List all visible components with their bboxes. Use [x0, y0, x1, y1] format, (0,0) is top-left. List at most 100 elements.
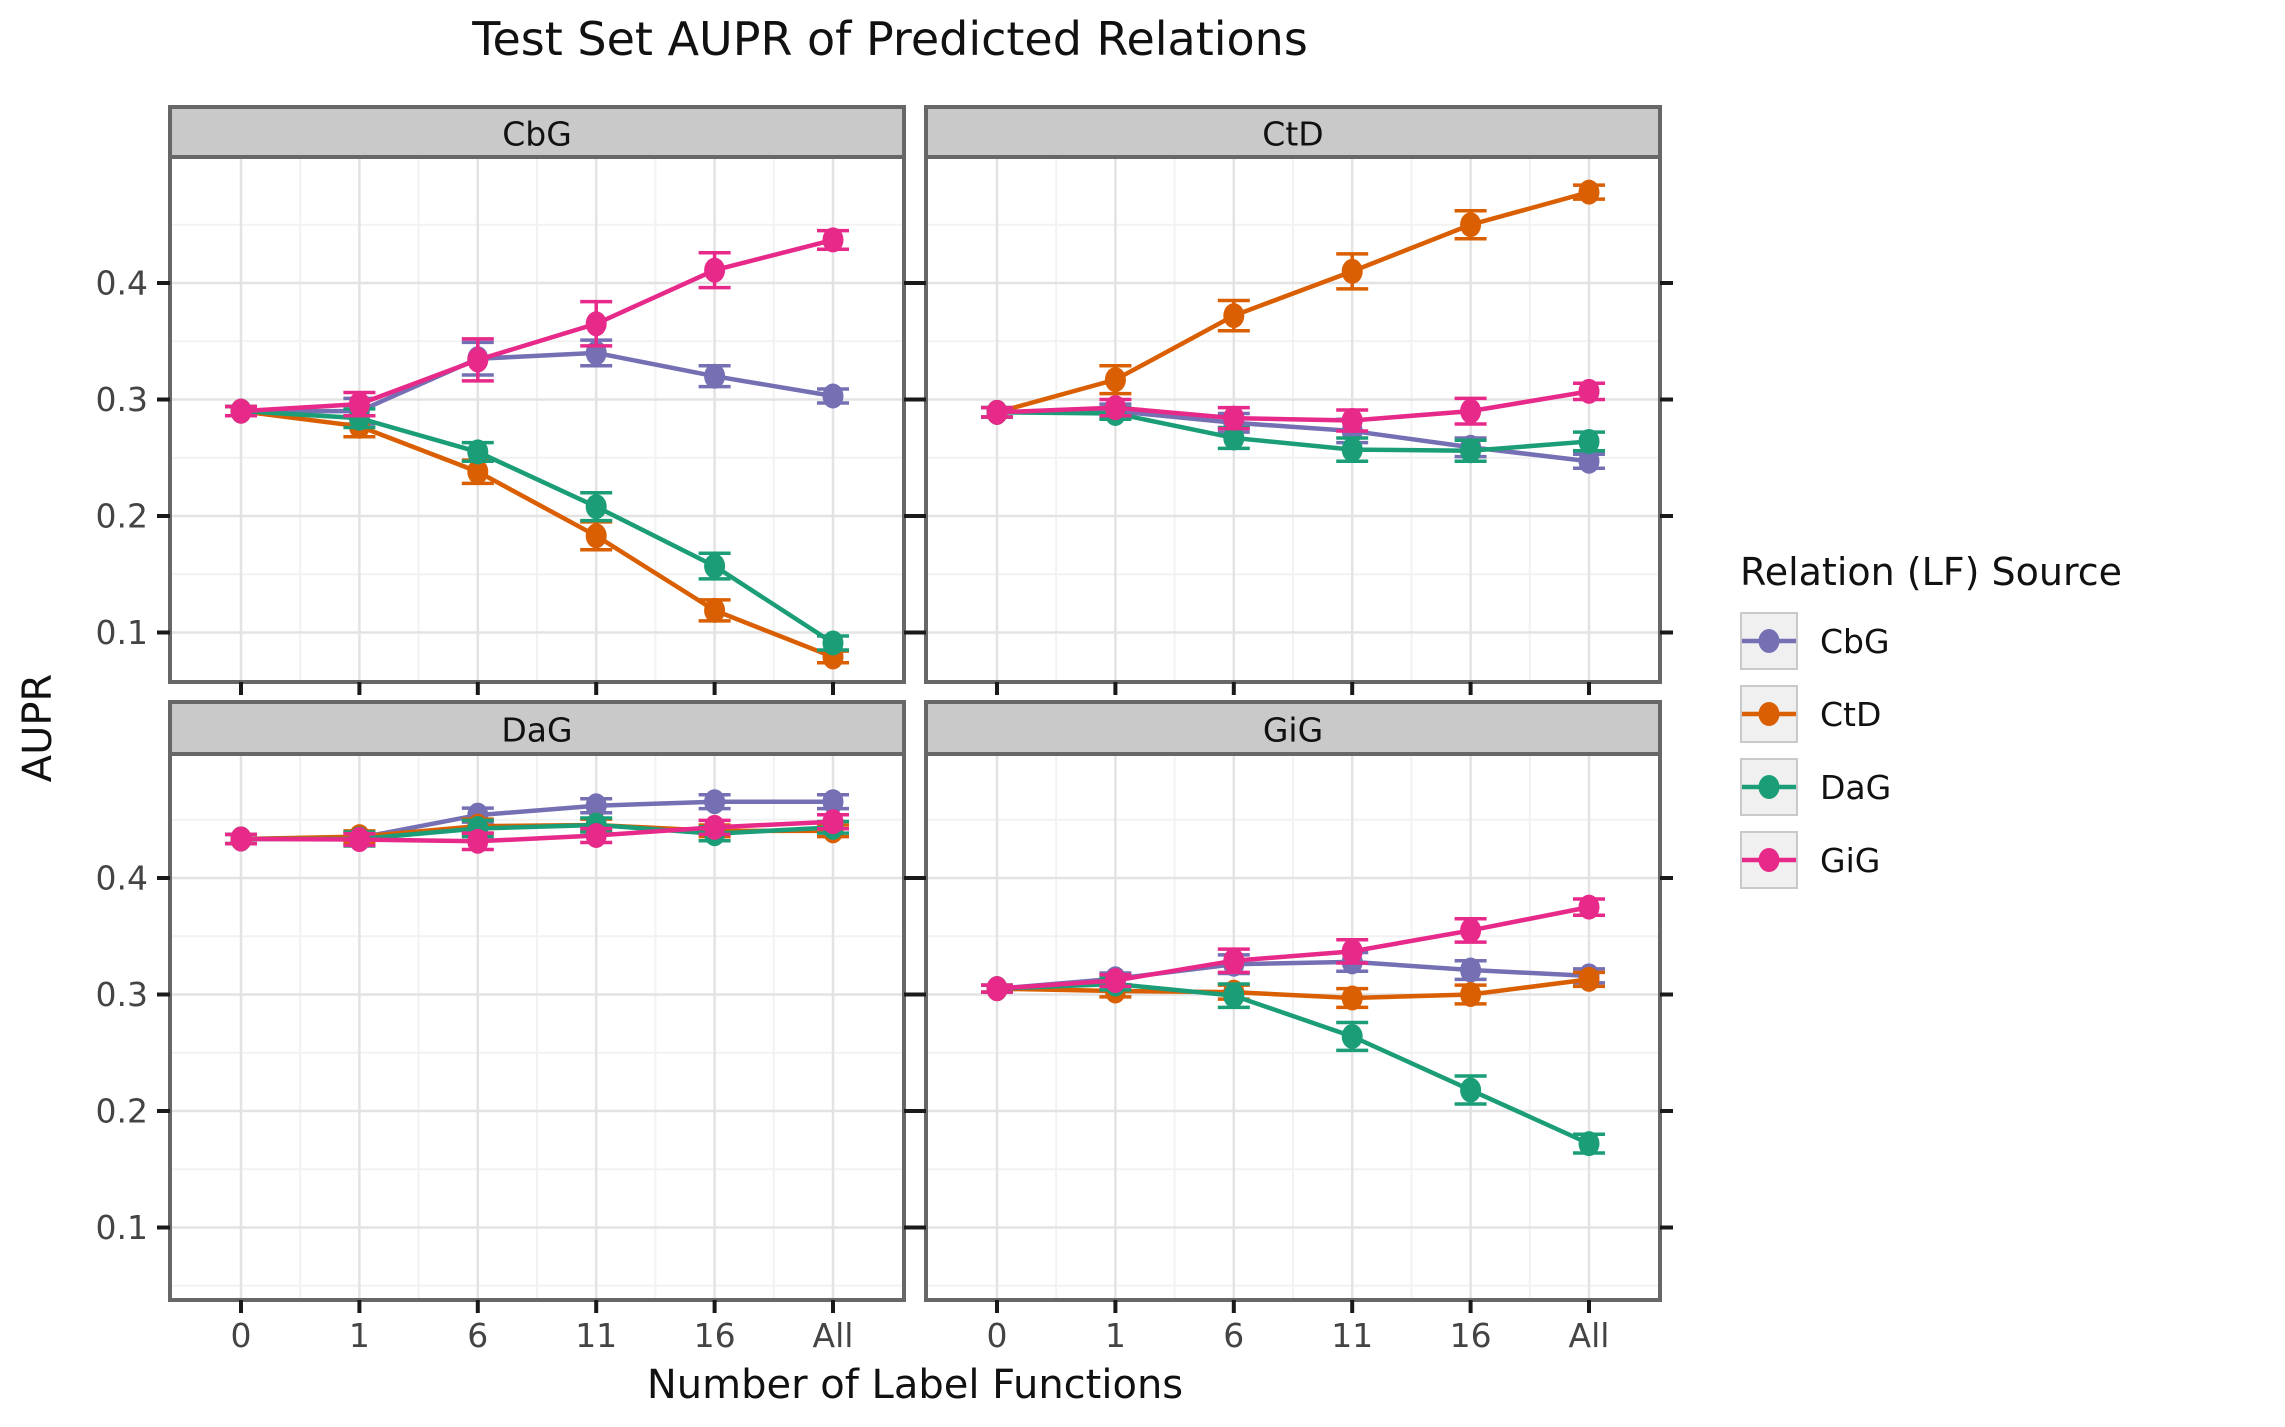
data-point	[1223, 303, 1245, 329]
series-GiG	[981, 378, 1605, 433]
y-tick-label: 0.3	[96, 975, 148, 1014]
data-point	[467, 439, 489, 465]
data-point	[585, 793, 607, 819]
legend-entry-CtD: CtD	[1740, 685, 2122, 743]
data-point	[1460, 982, 1482, 1007]
x-tick-label: 16	[694, 1316, 736, 1355]
legend-label: DaG	[1820, 767, 1892, 807]
series-GiG	[225, 809, 849, 854]
data-point	[1578, 428, 1600, 454]
legend-label: CtD	[1820, 694, 1882, 734]
facet-strip	[924, 700, 1662, 756]
data-point	[1578, 1131, 1600, 1157]
series-line	[996, 981, 1590, 1146]
data-point	[1578, 966, 1600, 992]
series-line	[240, 237, 834, 414]
series-line	[996, 389, 1590, 423]
y-tick-label: 0.1	[96, 1208, 148, 1247]
data-point	[585, 494, 607, 520]
legend-entry-DaG: DaG	[1740, 758, 2122, 816]
data-point	[1223, 948, 1245, 974]
data-point	[230, 398, 252, 424]
data-point	[1104, 968, 1126, 994]
series-line	[996, 977, 1590, 1001]
data-point	[822, 809, 844, 835]
legend-title: Relation (LF) Source	[1740, 550, 2123, 594]
legend: Relation (LF) Source CbG CtD DaG GiG	[1740, 550, 2122, 904]
data-point	[1460, 957, 1482, 983]
legend-entries: CbG CtD DaG GiG	[1740, 612, 2122, 889]
facet-strip	[924, 105, 1662, 159]
data-point	[467, 828, 489, 854]
data-point	[704, 553, 726, 579]
y-tick-label: 0.3	[96, 380, 148, 419]
y-tick-label: 0.4	[96, 859, 148, 898]
x-tick-label: 1	[1105, 1316, 1126, 1355]
data-point	[1578, 378, 1600, 404]
data-point	[348, 827, 370, 853]
data-point	[1223, 405, 1245, 431]
series-line	[240, 408, 834, 660]
data-point	[1460, 438, 1482, 464]
data-point	[1460, 917, 1482, 943]
data-point	[1341, 938, 1363, 964]
facet-label-GiG: GiG	[1263, 711, 1323, 750]
facet-label-DaG: DaG	[501, 711, 572, 750]
data-point	[1460, 212, 1482, 238]
facet-panel-CbG: 0.1 0.2 0.3 0.4 CbG	[96, 105, 917, 695]
x-tick-label: All	[1569, 1316, 1610, 1355]
facet-label-CtD: CtD	[1262, 115, 1323, 154]
data-point	[1341, 985, 1363, 1011]
data-point	[1104, 395, 1126, 421]
y-tick-label: 0.1	[96, 613, 148, 652]
data-point	[585, 523, 607, 549]
legend-label: GiG	[1820, 840, 1881, 880]
legend-entry-CbG: CbG	[1740, 612, 2122, 670]
series-line	[996, 410, 1590, 454]
data-point	[1341, 407, 1363, 433]
x-tick-label: 0	[987, 1316, 1008, 1355]
data-point	[704, 814, 726, 840]
data-point	[1460, 1077, 1482, 1103]
data-point	[1341, 1023, 1363, 1049]
y-tick-label: 0.2	[96, 497, 148, 536]
series-line	[996, 189, 1590, 415]
facet-label-CbG: CbG	[502, 115, 572, 154]
x-tick-label: 6	[1223, 1316, 1244, 1355]
data-point	[230, 826, 252, 852]
data-point	[1460, 398, 1482, 424]
data-point	[822, 630, 844, 656]
x-tick-label: 6	[467, 1316, 488, 1355]
data-point	[704, 363, 726, 389]
data-point	[822, 789, 844, 815]
legend-entry-GiG: GiG	[1740, 831, 2122, 889]
data-point	[704, 789, 726, 815]
legend-label: CbG	[1820, 621, 1890, 661]
legend-key-icon	[1740, 612, 1798, 670]
x-tick-label: 1	[349, 1316, 370, 1355]
series-line	[996, 904, 1590, 991]
facet-panel-CtD: CtD	[913, 105, 1673, 695]
x-axis-title: Number of Label Functions	[646, 1362, 1184, 1408]
data-point	[704, 257, 726, 283]
data-point	[1578, 179, 1600, 205]
facet-strip	[168, 105, 906, 159]
x-tick-label: 11	[575, 1316, 617, 1355]
y-tick-label: 0.4	[96, 264, 148, 303]
y-axis-title: AUPR	[15, 673, 61, 783]
data-point	[1341, 437, 1363, 463]
legend-key-icon	[1740, 831, 1798, 889]
series-GiG	[981, 894, 1605, 1002]
data-point	[467, 347, 489, 373]
x-tick-label: 16	[1450, 1316, 1492, 1355]
series-line	[240, 408, 835, 645]
series-line	[241, 350, 834, 414]
legend-key-icon	[1740, 685, 1798, 743]
x-tick-label: 11	[1331, 1316, 1373, 1355]
data-point	[1341, 258, 1363, 284]
data-point	[585, 311, 607, 337]
data-point	[467, 459, 489, 485]
data-point	[1223, 425, 1245, 451]
x-tick-label: All	[813, 1316, 854, 1355]
